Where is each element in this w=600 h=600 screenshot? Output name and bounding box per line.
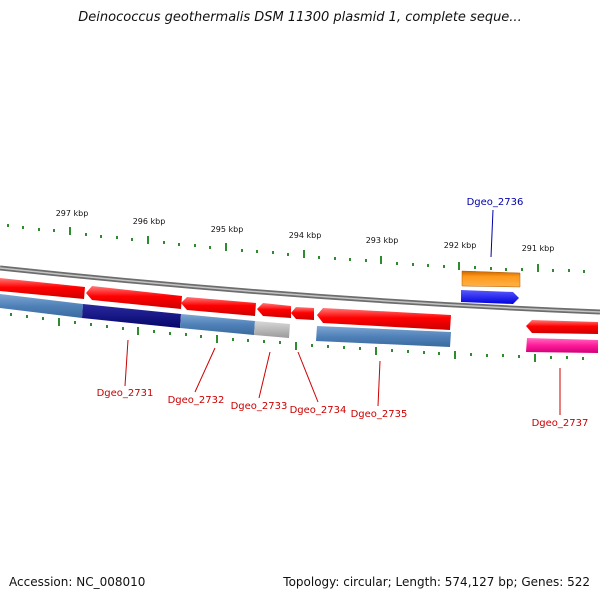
cds-bar-dgeo-2731[interactable] (82, 304, 181, 328)
map-title: Deinococcus geothermalis DSM 11300 plasm… (78, 10, 522, 25)
kbp-label: 293 kbp (366, 236, 399, 245)
kbp-label: 296 kbp (133, 217, 166, 226)
kbp-label: 297 kbp (56, 209, 89, 218)
forward-genes-track (461, 270, 521, 288)
gene-arrow[interactable] (181, 297, 256, 316)
gene-label-dgeo-2735[interactable]: Dgeo_2735 (351, 409, 408, 420)
gene-labels: Dgeo_2731 Dgeo_2732 Dgeo_2733 Dgeo_2734 … (97, 197, 589, 429)
kbp-label: 294 kbp (289, 231, 322, 240)
gene-label-dgeo-2732[interactable]: Dgeo_2732 (168, 395, 225, 406)
kbp-label: 291 kbp (522, 244, 555, 253)
gene-arrow[interactable] (317, 308, 451, 330)
gene-label-dgeo-2733[interactable]: Dgeo_2733 (231, 401, 288, 412)
gene-arrow[interactable] (86, 286, 182, 309)
cds-bar-dgeo-2735[interactable] (316, 326, 451, 347)
gene-label-dgeo-2734[interactable]: Dgeo_2734 (290, 405, 347, 416)
outer-tick-ruler (7, 224, 585, 273)
gene-label-dgeo-2731[interactable]: Dgeo_2731 (97, 388, 154, 399)
gene-dgeo-2736-blue[interactable] (461, 290, 519, 304)
gene-arrow[interactable] (0, 278, 85, 299)
accession-text: Accession: NC_008010 (9, 575, 146, 589)
gene-arrow[interactable] (291, 307, 314, 320)
gene-label-dgeo-2736[interactable]: Dgeo_2736 (467, 197, 524, 208)
cds-bar[interactable] (0, 294, 83, 318)
gene-label-dgeo-2737[interactable]: Dgeo_2737 (532, 418, 589, 429)
topology-summary: Topology: circular; Length: 574,127 bp; … (283, 575, 590, 589)
gene-arrow[interactable] (526, 320, 598, 334)
cds-bar-dgeo-2733[interactable] (254, 321, 290, 338)
cds-bar-dgeo-2737[interactable] (526, 338, 598, 353)
kbp-label: 295 kbp (211, 225, 244, 234)
kbp-label: 292 kbp (444, 241, 477, 250)
kbp-labels: 297 kbp 296 kbp 295 kbp 294 kbp 293 kbp … (56, 209, 555, 253)
reverse-genes-track (0, 278, 598, 334)
cds-bar-dgeo-2732[interactable] (180, 314, 255, 335)
inner-tick-ruler (10, 313, 584, 362)
label-leader-lines (124, 209, 561, 415)
gene-dgeo-2736-orange[interactable] (461, 270, 521, 288)
cds-track (0, 294, 598, 353)
gene-arrow[interactable] (257, 303, 291, 318)
